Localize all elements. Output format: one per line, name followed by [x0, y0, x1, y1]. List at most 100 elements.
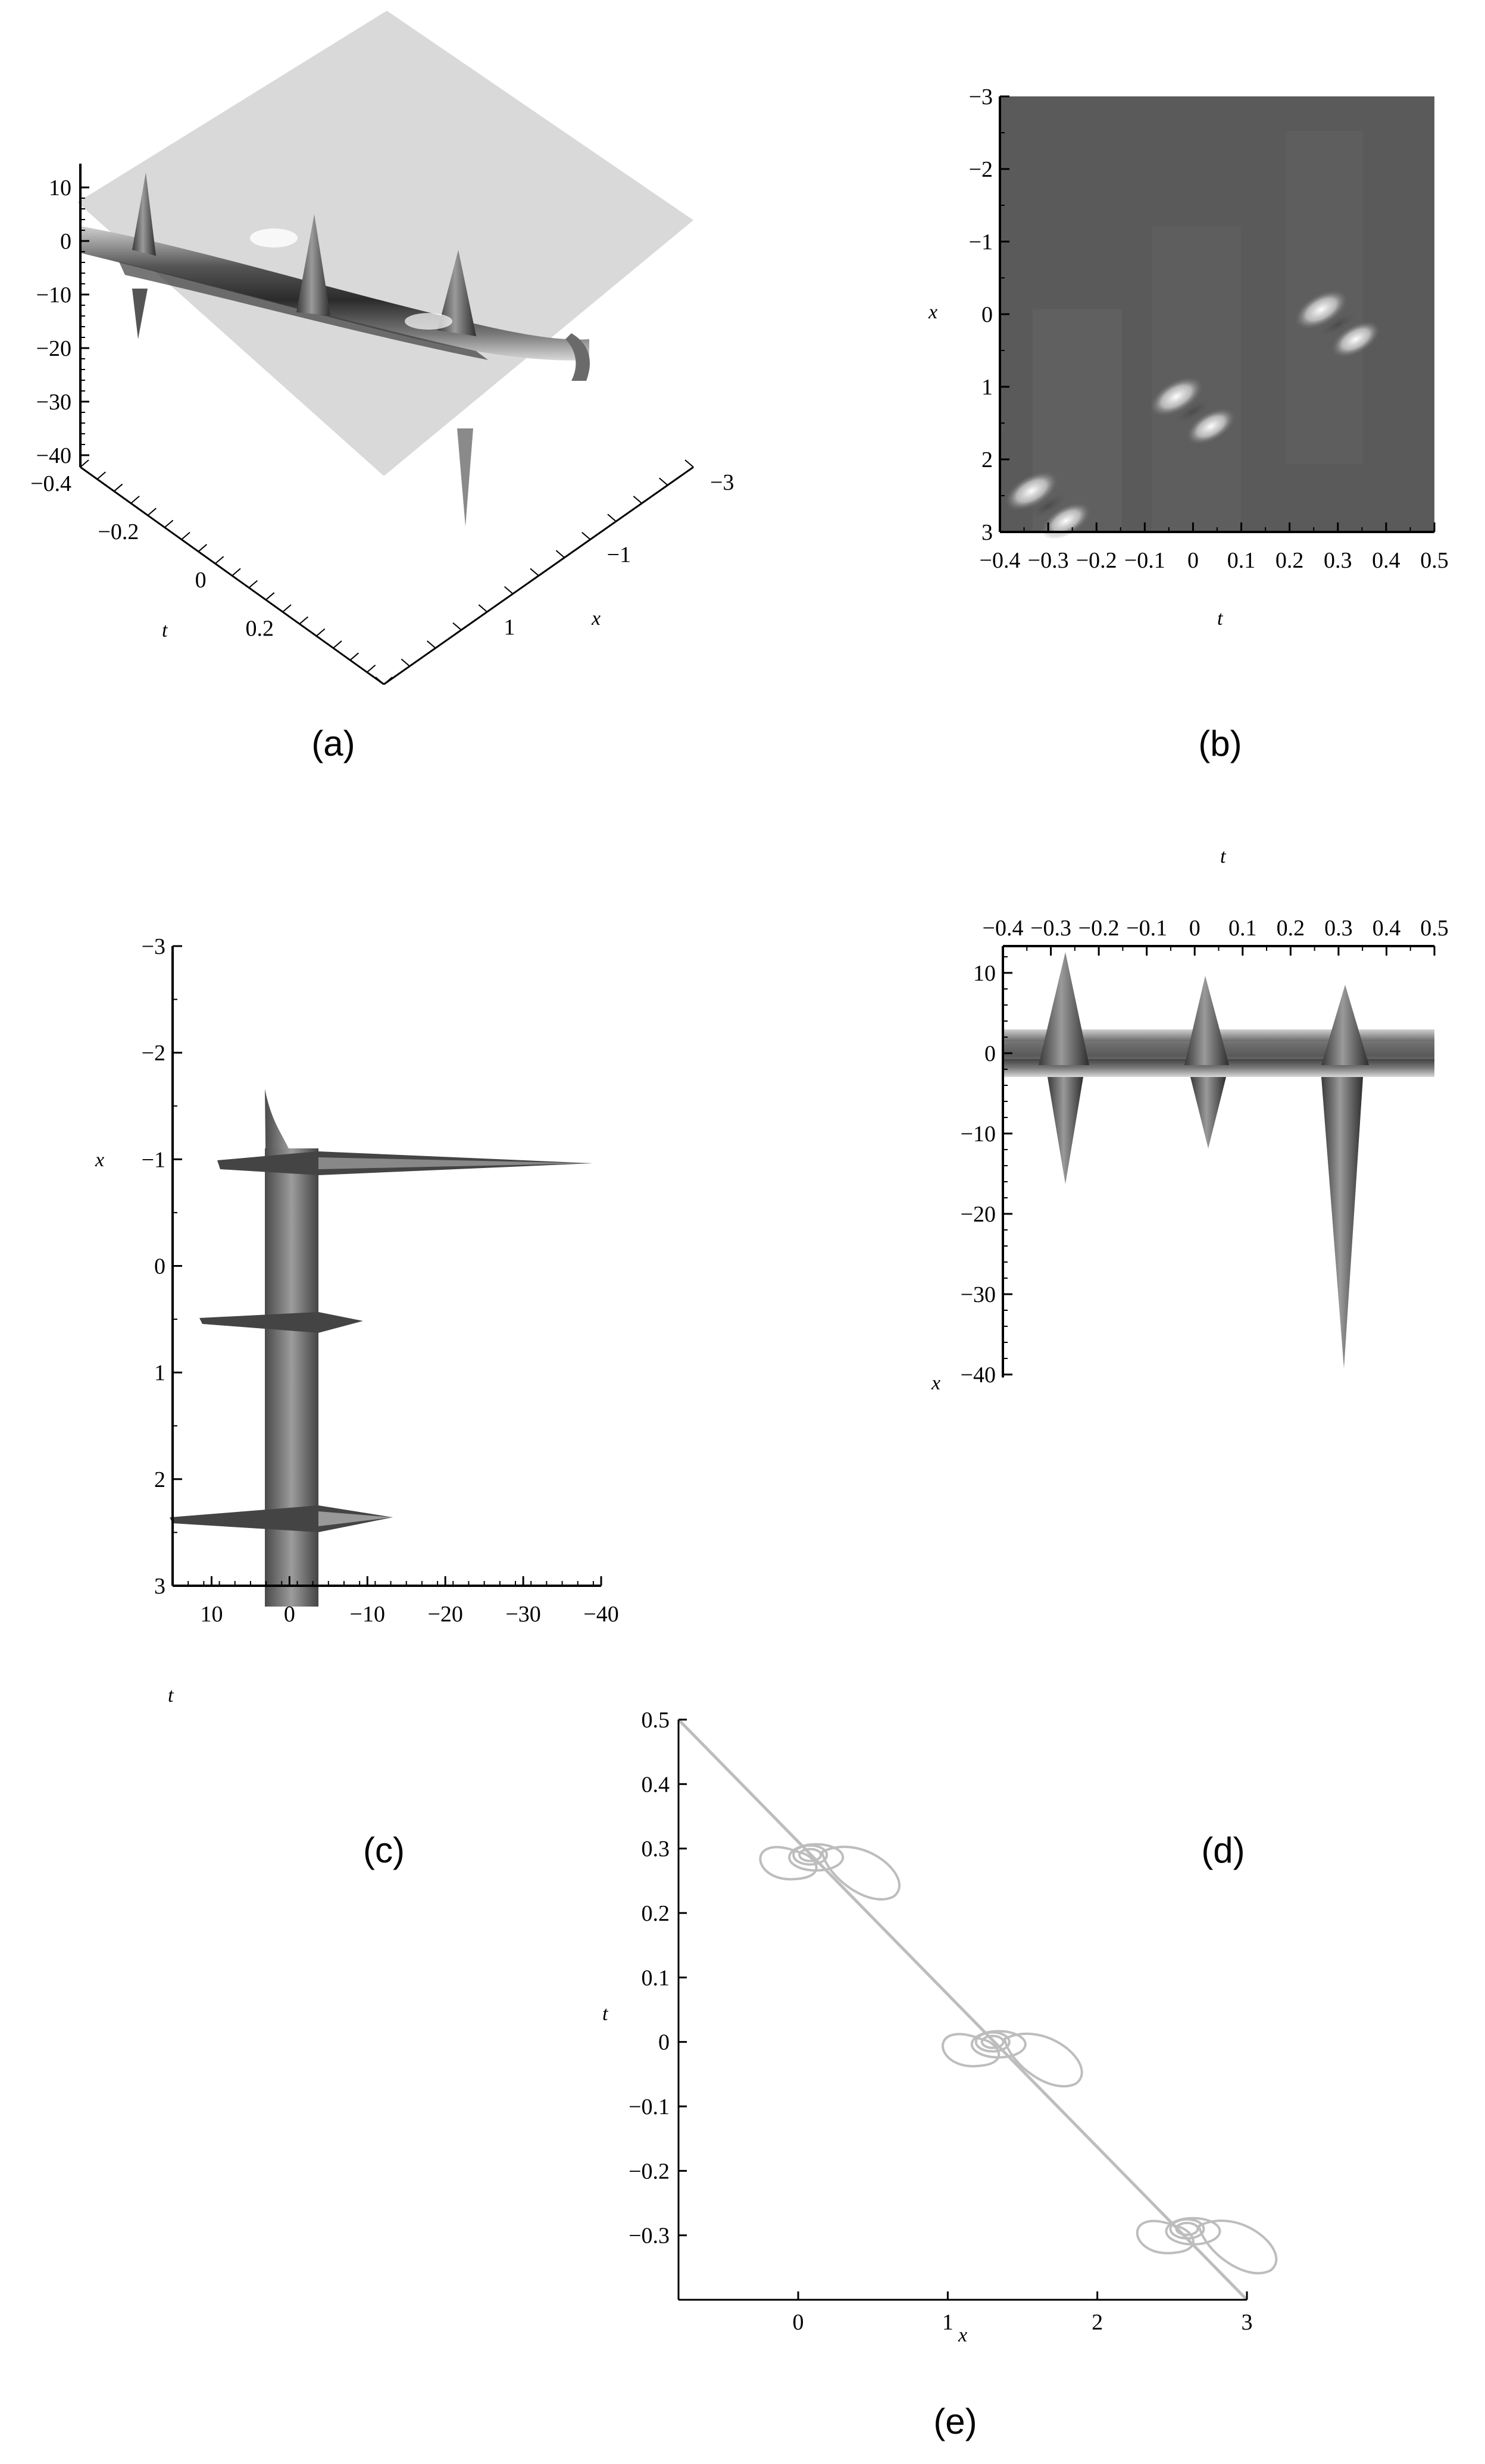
d-peak-2 — [1184, 976, 1229, 1065]
b-x-tick: −3 — [969, 84, 993, 109]
d-t-tick: −0.1 — [1126, 916, 1167, 941]
d-t-tick: −0.2 — [1078, 916, 1120, 941]
b-t-tick: 0.4 — [1372, 548, 1400, 573]
b-t-tick: −0.2 — [1076, 548, 1117, 573]
trough-1 — [132, 289, 148, 339]
a-t-axis-label: t — [162, 619, 168, 641]
panel-b: −3 −2 −1 0 1 2 3 −0.4 −0.3 −0.2 −0.1 0 0.1 0.2 0.3 0.4… — [928, 84, 1449, 763]
c-t-tick: −10 — [350, 1602, 385, 1627]
d-t-tick: −0.3 — [1030, 916, 1071, 941]
spike-2 — [199, 1312, 363, 1333]
c-x-tick: −2 — [142, 1041, 165, 1066]
c-t-tick: 10 — [200, 1602, 223, 1627]
c-x-tick: 2 — [154, 1467, 165, 1492]
spike-3 — [170, 1505, 393, 1532]
e-t-tick: 0.3 — [642, 1837, 670, 1862]
label-b: (b) — [1198, 724, 1242, 763]
a-x-tick: 1 — [504, 615, 515, 640]
b-t-axis-label: t — [1217, 608, 1224, 630]
d-z-tick: −40 — [961, 1363, 996, 1388]
a-z-tick: 0 — [60, 229, 71, 254]
peak-3 — [437, 250, 476, 336]
a-x-tick: −3 — [710, 470, 734, 495]
d-trough-2 — [1190, 1077, 1226, 1148]
c-x-tick: 0 — [154, 1254, 165, 1279]
a-z-tick: −10 — [36, 283, 71, 308]
b-t-tick: 0.1 — [1227, 548, 1256, 573]
a-z-tick: −40 — [36, 443, 71, 468]
a-t-tick: 0.2 — [246, 616, 274, 641]
b-t-tick: 0.2 — [1275, 548, 1304, 573]
d-x-axis-label: x — [931, 1372, 940, 1394]
d-t-tick: 0 — [1189, 916, 1200, 941]
e-t-tick: 0.5 — [642, 1708, 670, 1733]
label-d: (d) — [1201, 1830, 1245, 1870]
peak-1 — [132, 173, 156, 256]
d-z-tick: 0 — [984, 1041, 996, 1066]
trough-3 — [457, 428, 473, 527]
peak-2 — [296, 214, 330, 315]
c-t-tick: −40 — [583, 1602, 618, 1627]
a-z-tick: −30 — [36, 390, 71, 415]
e-soliton-line — [677, 1718, 1248, 2301]
e-x-axis-label: x — [958, 2324, 967, 2346]
e-t-tick: 0.4 — [642, 1772, 670, 1797]
z-axis-ticks: 10 0 −10 −20 −30 −40 — [36, 176, 89, 468]
e-t-tick: 0.1 — [642, 1965, 670, 1990]
d-t-tick: 0.1 — [1228, 916, 1257, 941]
panel-e: 0 1 2 3 0.5 0.4 0.3 0.2 0.1 0 −0.1 −0.2 −0.3 t x (e… — [602, 1708, 1278, 2441]
b-t-tick: −0.3 — [1028, 548, 1069, 573]
e-x-tick: 3 — [1242, 2310, 1253, 2335]
a-t-tick: −0.2 — [98, 519, 139, 544]
b-t-tick: 0.3 — [1324, 548, 1352, 573]
b-t-tick: 0.5 — [1420, 548, 1449, 573]
heatmap-peak — [1004, 471, 1091, 540]
a-x-tick: −1 — [607, 543, 631, 568]
panel-a: 10 0 −10 −20 −30 −40 −0.4 −0.2 0 0.2 −3 −1 1 t x (… — [30, 11, 734, 763]
e-t-tick: 0 — [658, 2030, 670, 2055]
heatmap-peak — [1294, 289, 1381, 358]
b-x-tick: 2 — [981, 447, 993, 472]
e-x-tick: 0 — [793, 2310, 804, 2335]
d-trough-3 — [1321, 1077, 1363, 1369]
c-x-tick: 3 — [154, 1574, 165, 1599]
panel-d: −0.4 −0.3 −0.2 −0.1 0 0.1 0.2 0.3 0.4 0.5 10 0 −10 −… — [931, 846, 1449, 1870]
surface-plane — [77, 11, 693, 476]
contour-cluster — [759, 1843, 901, 1901]
d-z-tick: −10 — [961, 1122, 996, 1147]
b-x-tick: 1 — [981, 375, 993, 400]
contour-cluster — [942, 2030, 1083, 2088]
a-z-tick: −20 — [36, 336, 71, 361]
d-t-tick: 0.2 — [1277, 916, 1305, 941]
c-x-tick: 1 — [154, 1361, 165, 1386]
e-x-tick: 1 — [942, 2310, 953, 2335]
c-t-tick: 0 — [284, 1602, 295, 1627]
d-t-axis-label: t — [1220, 846, 1227, 868]
band-tail — [565, 333, 590, 381]
d-z-tick: −20 — [961, 1202, 996, 1227]
b-x-tick: 3 — [981, 520, 993, 545]
b-t-tick: 0 — [1187, 548, 1199, 573]
d-z-tick: −30 — [961, 1282, 996, 1307]
a-x-axis-label: x — [591, 608, 601, 630]
e-t-tick: −0.3 — [629, 2224, 670, 2249]
a-t-tick: −0.4 — [30, 471, 71, 496]
d-peak-1 — [1039, 952, 1089, 1065]
c-x-tick: −3 — [142, 934, 165, 959]
d-t-tick: −0.4 — [983, 916, 1024, 941]
e-t-tick: −0.2 — [629, 2159, 670, 2184]
b-x-tick: 0 — [981, 302, 993, 327]
a-t-tick: 0 — [195, 568, 207, 593]
d-t-tick: 0.4 — [1373, 916, 1401, 941]
e-x-tick: 2 — [1092, 2310, 1103, 2335]
d-t-tick: 0.5 — [1420, 916, 1449, 941]
c-x-axis-label: x — [95, 1149, 104, 1171]
a-z-tick: 10 — [49, 176, 71, 201]
label-e: (e) — [933, 2402, 977, 2441]
d-z-tick: 10 — [973, 961, 996, 986]
label-a: (a) — [311, 724, 355, 763]
heatmap-peak — [1149, 376, 1236, 445]
e-t-tick: 0.2 — [642, 1901, 670, 1926]
